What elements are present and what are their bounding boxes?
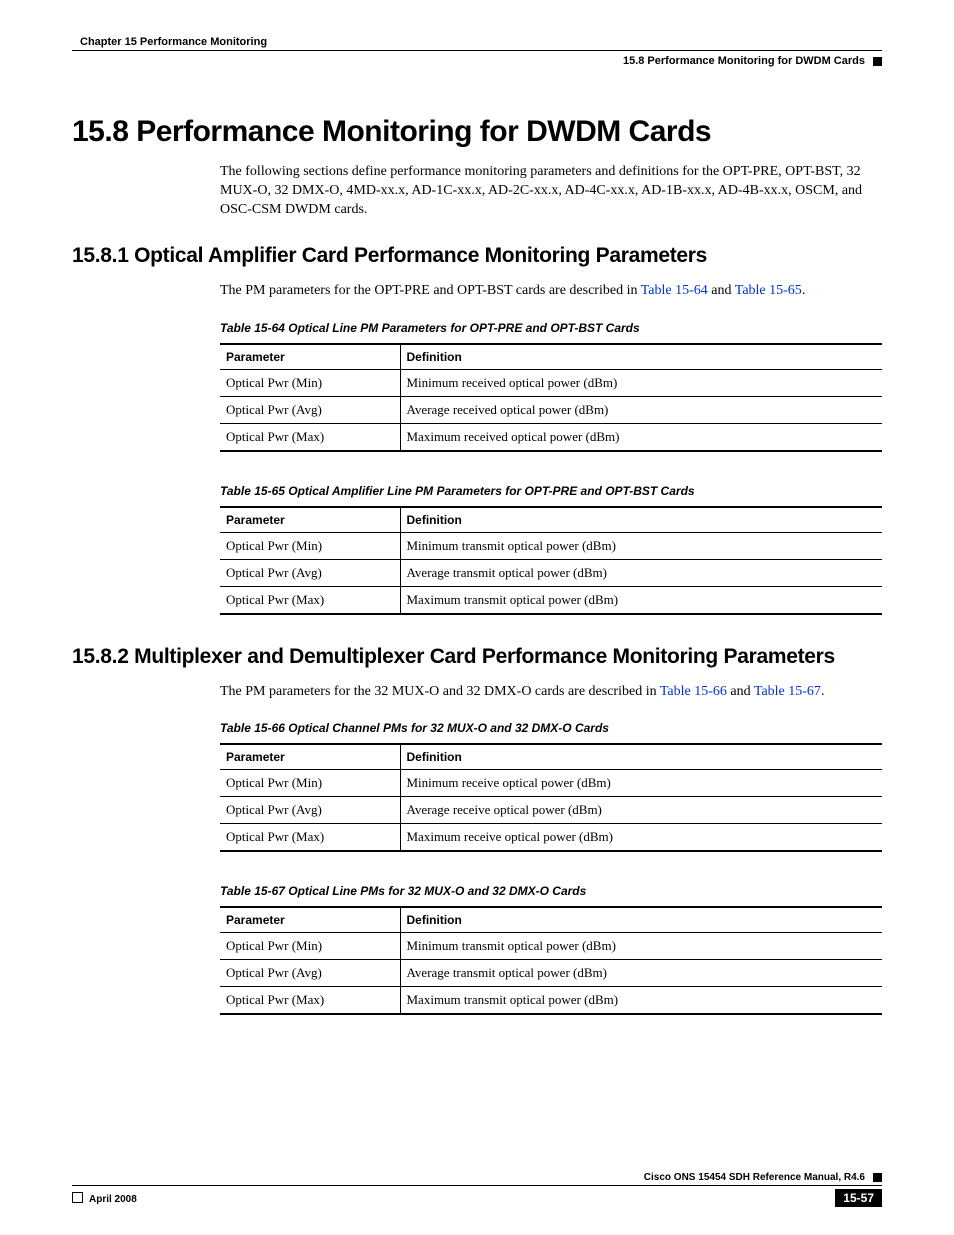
table-15-66: Parameter Definition Optical Pwr (Min)Mi… xyxy=(220,743,882,852)
table-row: Optical Pwr (Avg)Average transmit optica… xyxy=(220,559,882,586)
cell: Minimum received optical power (dBm) xyxy=(400,369,882,396)
text-run: and xyxy=(708,283,735,298)
cell: Maximum receive optical power (dBm) xyxy=(400,824,882,852)
cell: Optical Pwr (Avg) xyxy=(220,797,400,824)
cell: Optical Pwr (Min) xyxy=(220,532,400,559)
table-15-67: Parameter Definition Optical Pwr (Min)Mi… xyxy=(220,906,882,1015)
cell: Optical Pwr (Min) xyxy=(220,933,400,960)
cell: Optical Pwr (Avg) xyxy=(220,960,400,987)
header-rule xyxy=(72,50,882,51)
table-row: Optical Pwr (Min)Minimum transmit optica… xyxy=(220,532,882,559)
table-15-65: Parameter Definition Optical Pwr (Min)Mi… xyxy=(220,506,882,615)
intro-block: The following sections define performanc… xyxy=(220,163,882,220)
intro-paragraph: The following sections define performanc… xyxy=(220,163,882,220)
table-row: Optical Pwr (Avg)Average transmit optica… xyxy=(220,960,882,987)
table-15-66-caption: Table 15-66 Optical Channel PMs for 32 M… xyxy=(220,721,882,735)
text-run: The PM parameters for the OPT-PRE and OP… xyxy=(220,283,641,298)
table-row: Optical Pwr (Min)Minimum transmit optica… xyxy=(220,933,882,960)
table-row: Optical Pwr (Max)Maximum received optica… xyxy=(220,423,882,451)
text-run: The PM parameters for the 32 MUX-O and 3… xyxy=(220,684,660,699)
col-parameter: Parameter xyxy=(220,344,400,370)
page-footer: Cisco ONS 15454 SDH Reference Manual, R4… xyxy=(72,1172,882,1207)
cell: Maximum received optical power (dBm) xyxy=(400,423,882,451)
col-definition: Definition xyxy=(400,507,882,533)
table-15-64-caption: Table 15-64 Optical Line PM Parameters f… xyxy=(220,321,882,335)
subsection-2-paragraph: The PM parameters for the 32 MUX-O and 3… xyxy=(220,683,882,702)
col-definition: Definition xyxy=(400,344,882,370)
cell: Minimum receive optical power (dBm) xyxy=(400,770,882,797)
subsection-1-paragraph: The PM parameters for the OPT-PRE and OP… xyxy=(220,282,882,301)
subsection-1-heading: 15.8.1 Optical Amplifier Card Performanc… xyxy=(72,244,882,268)
header-square-icon xyxy=(873,57,882,66)
table-row: Optical Pwr (Max)Maximum transmit optica… xyxy=(220,586,882,614)
running-head-section-row: 15.8 Performance Monitoring for DWDM Car… xyxy=(72,55,882,67)
cell: Optical Pwr (Max) xyxy=(220,586,400,614)
xref-table-15-67[interactable]: Table 15-67 xyxy=(754,684,821,699)
subsection-1-body: The PM parameters for the OPT-PRE and OP… xyxy=(220,282,882,615)
cell: Average received optical power (dBm) xyxy=(400,396,882,423)
xref-table-15-64[interactable]: Table 15-64 xyxy=(641,283,708,298)
table-row: Optical Pwr (Min)Minimum receive optical… xyxy=(220,770,882,797)
cell: Optical Pwr (Min) xyxy=(220,369,400,396)
table-row: Optical Pwr (Avg)Average received optica… xyxy=(220,396,882,423)
xref-table-15-66[interactable]: Table 15-66 xyxy=(660,684,727,699)
text-run: and xyxy=(727,684,754,699)
cell: Average transmit optical power (dBm) xyxy=(400,960,882,987)
table-row: Optical Pwr (Max)Maximum transmit optica… xyxy=(220,987,882,1015)
table-15-65-caption: Table 15-65 Optical Amplifier Line PM Pa… xyxy=(220,484,882,498)
page-number: 15-57 xyxy=(835,1189,882,1207)
section-heading: 15.8 Performance Monitoring for DWDM Car… xyxy=(72,115,882,149)
cell: Optical Pwr (Min) xyxy=(220,770,400,797)
footer-date: April 2008 xyxy=(72,1192,137,1205)
table-15-67-caption: Table 15-67 Optical Line PMs for 32 MUX-… xyxy=(220,884,882,898)
footer-bottom-row: April 2008 15-57 xyxy=(72,1186,882,1207)
text-run: . xyxy=(821,684,825,699)
running-head-chapter: Chapter 15 Performance Monitoring xyxy=(72,36,882,48)
footer-doc-title: Cisco ONS 15454 SDH Reference Manual, R4… xyxy=(644,1172,865,1183)
footer-square-icon xyxy=(873,1173,882,1182)
xref-table-15-65[interactable]: Table 15-65 xyxy=(735,283,802,298)
col-parameter: Parameter xyxy=(220,907,400,933)
table-15-64: Parameter Definition Optical Pwr (Min)Mi… xyxy=(220,343,882,452)
cell: Optical Pwr (Max) xyxy=(220,987,400,1015)
col-definition: Definition xyxy=(400,907,882,933)
table-row: Optical Pwr (Min)Minimum received optica… xyxy=(220,369,882,396)
cell: Optical Pwr (Max) xyxy=(220,423,400,451)
page: Chapter 15 Performance Monitoring 15.8 P… xyxy=(0,0,954,1015)
cell: Maximum transmit optical power (dBm) xyxy=(400,586,882,614)
cell: Minimum transmit optical power (dBm) xyxy=(400,532,882,559)
subsection-2-heading: 15.8.2 Multiplexer and Demultiplexer Car… xyxy=(72,645,882,669)
col-parameter: Parameter xyxy=(220,507,400,533)
running-head-section: 15.8 Performance Monitoring for DWDM Car… xyxy=(623,55,865,67)
footer-top-row: Cisco ONS 15454 SDH Reference Manual, R4… xyxy=(72,1172,882,1186)
table-row: Optical Pwr (Max)Maximum receive optical… xyxy=(220,824,882,852)
cell: Minimum transmit optical power (dBm) xyxy=(400,933,882,960)
cell: Average transmit optical power (dBm) xyxy=(400,559,882,586)
cell: Optical Pwr (Avg) xyxy=(220,559,400,586)
cell: Average receive optical power (dBm) xyxy=(400,797,882,824)
cell: Optical Pwr (Avg) xyxy=(220,396,400,423)
col-definition: Definition xyxy=(400,744,882,770)
text-run: . xyxy=(802,283,806,298)
subsection-2-body: The PM parameters for the 32 MUX-O and 3… xyxy=(220,683,882,1016)
cell: Optical Pwr (Max) xyxy=(220,824,400,852)
col-parameter: Parameter xyxy=(220,744,400,770)
cell: Maximum transmit optical power (dBm) xyxy=(400,987,882,1015)
table-row: Optical Pwr (Avg)Average receive optical… xyxy=(220,797,882,824)
